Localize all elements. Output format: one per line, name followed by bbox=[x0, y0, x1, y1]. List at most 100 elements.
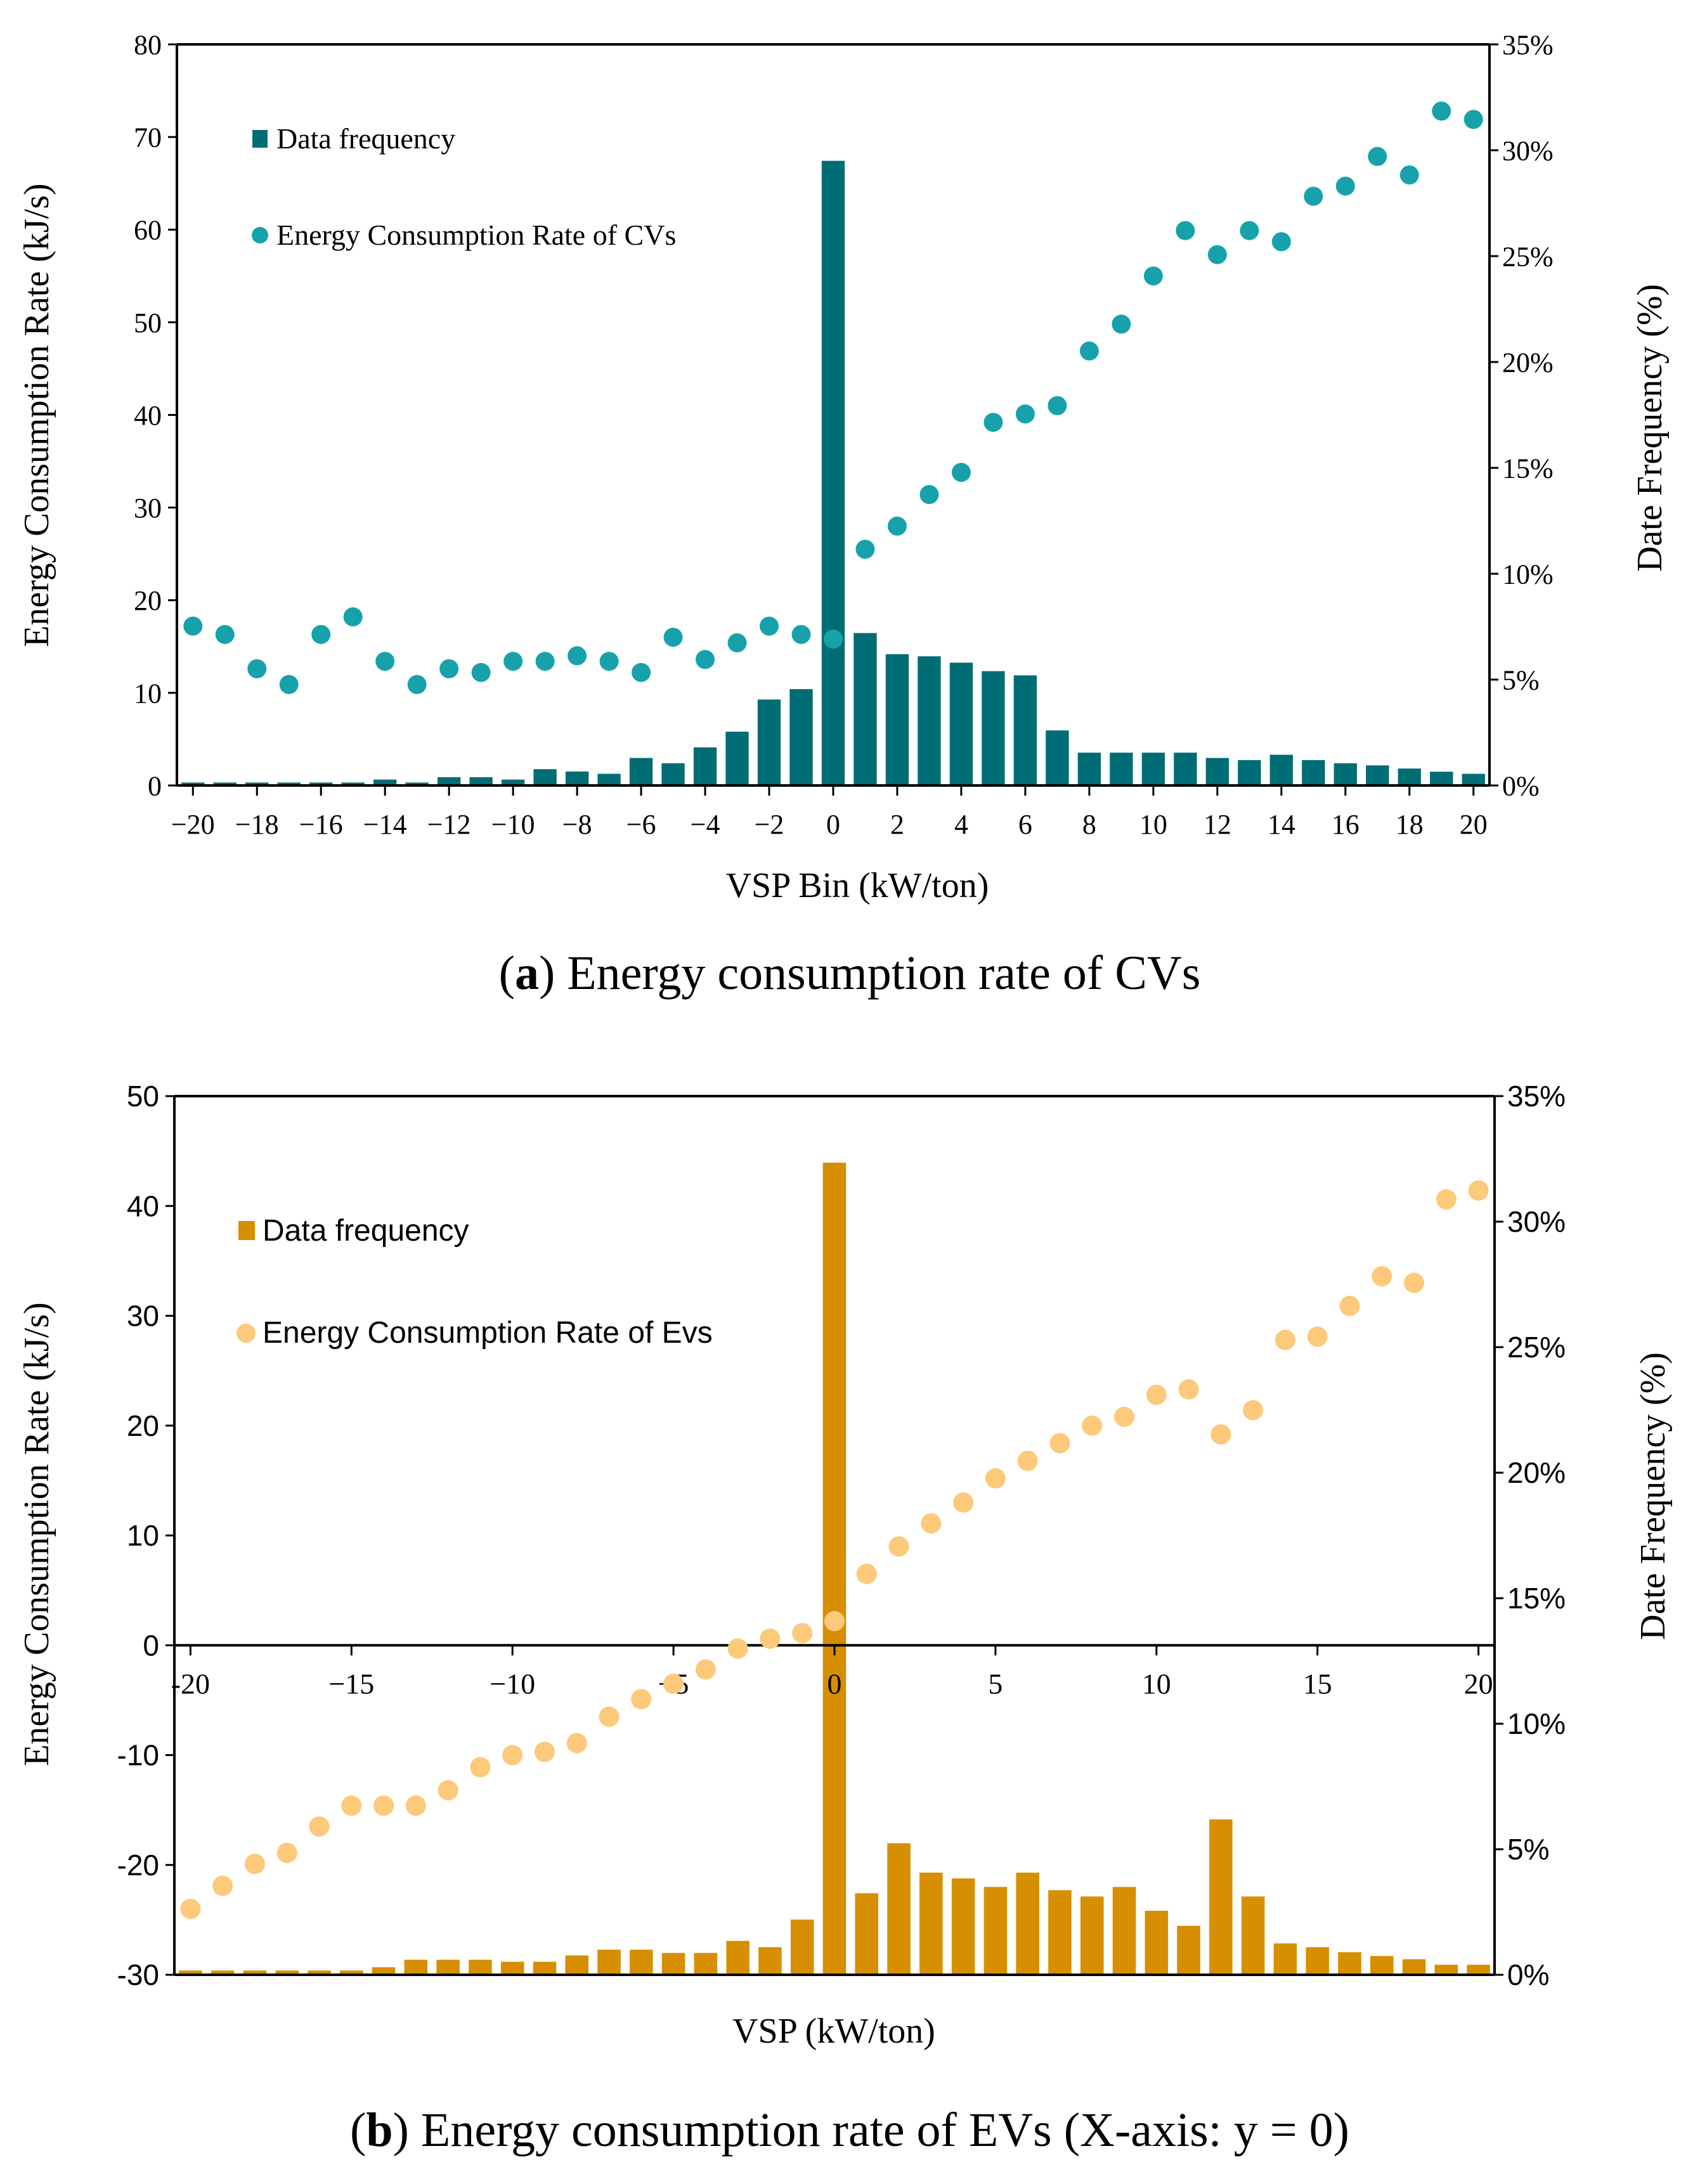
energy-rate-point bbox=[921, 1513, 942, 1534]
left-tick-label: 0 bbox=[143, 1629, 159, 1662]
energy-rate-point bbox=[212, 1875, 233, 1896]
energy-rate-point bbox=[438, 1780, 458, 1800]
chart-b-caption: (b) Energy consumption rate of EVs (X-ax… bbox=[350, 2103, 1349, 2157]
energy-rate-point bbox=[1436, 1189, 1457, 1210]
x-tick-label: −8 bbox=[562, 809, 592, 840]
frequency-bar bbox=[789, 689, 813, 785]
right-tick-label: 25% bbox=[1507, 1331, 1566, 1364]
energy-rate-point bbox=[760, 616, 779, 636]
frequency-bar bbox=[597, 773, 621, 785]
frequency-bar bbox=[501, 779, 525, 785]
x-tick-label: −16 bbox=[299, 809, 343, 840]
x-tick-label: 18 bbox=[1396, 809, 1424, 840]
frequency-bar bbox=[405, 782, 429, 785]
frequency-bar bbox=[245, 782, 269, 785]
frequency-bar bbox=[887, 1843, 911, 1975]
x-tick-label: 5 bbox=[988, 1667, 1002, 1700]
frequency-bar bbox=[1302, 759, 1325, 785]
energy-rate-point bbox=[1240, 221, 1259, 240]
frequency-bar bbox=[1177, 1925, 1200, 1975]
frequency-bar bbox=[1273, 1943, 1297, 1975]
x-tick-label: −6 bbox=[626, 809, 656, 840]
right-tick-label: 10% bbox=[1502, 559, 1554, 590]
energy-rate-point bbox=[1335, 176, 1355, 196]
frequency-bar bbox=[1209, 1819, 1233, 1975]
left-tick-label: 50 bbox=[127, 1080, 159, 1113]
chart-b-x-axis-title: VSP (kW/ton) bbox=[732, 2012, 935, 2051]
frequency-bar bbox=[855, 1893, 879, 1975]
energy-rate-point bbox=[919, 485, 939, 505]
chart-a-x-axis-title: VSP Bin (kW/ton) bbox=[726, 866, 989, 905]
left-tick-label: 10 bbox=[127, 1519, 159, 1552]
chart-a-caption-text: Energy consumption rate of CVs bbox=[555, 947, 1200, 1000]
left-tick-label: 80 bbox=[134, 29, 162, 60]
energy-rate-point bbox=[470, 1757, 491, 1778]
frequency-bar bbox=[1462, 773, 1485, 785]
frequency-bar bbox=[1467, 1965, 1490, 1975]
frequency-bar bbox=[1269, 754, 1294, 785]
energy-rate-point bbox=[1432, 101, 1451, 121]
right-tick-label: 20% bbox=[1507, 1456, 1566, 1489]
frequency-bar bbox=[500, 1961, 524, 1975]
energy-rate-point bbox=[1207, 245, 1227, 264]
frequency-bar bbox=[1402, 1959, 1426, 1975]
energy-rate-point bbox=[792, 1623, 813, 1644]
frequency-bar bbox=[1338, 1952, 1361, 1975]
right-tick-label: 5% bbox=[1507, 1833, 1549, 1866]
frequency-bar bbox=[821, 160, 845, 785]
energy-rate-point bbox=[1049, 1433, 1070, 1454]
frequency-bar bbox=[211, 1970, 235, 1975]
frequency-bar bbox=[1430, 772, 1453, 785]
right-tick-label: 5% bbox=[1502, 664, 1540, 695]
right-tick-label: 0% bbox=[1502, 770, 1540, 801]
energy-rate-point bbox=[244, 1854, 265, 1875]
right-tick-label: 15% bbox=[1502, 453, 1554, 484]
frequency-bar bbox=[1077, 753, 1101, 785]
x-tick-label: 16 bbox=[1332, 809, 1359, 840]
energy-rate-point bbox=[180, 1899, 201, 1920]
energy-rate-point bbox=[887, 516, 907, 536]
energy-rate-point bbox=[405, 1795, 426, 1816]
energy-rate-point bbox=[599, 1706, 620, 1727]
frequency-bar bbox=[436, 1960, 460, 1975]
chart-b-left-axis-title: Energy Consumption Rate (kJ/s) bbox=[17, 1302, 56, 1766]
frequency-bar bbox=[758, 1947, 782, 1975]
energy-rate-point bbox=[341, 1795, 362, 1816]
x-tick-label: 8 bbox=[1082, 809, 1096, 840]
energy-rate-point bbox=[951, 463, 971, 482]
energy-rate-point bbox=[1399, 165, 1419, 185]
x-tick-label: 10 bbox=[1139, 809, 1167, 840]
energy-rate-point bbox=[471, 662, 491, 682]
left-tick-label: 30 bbox=[134, 493, 162, 524]
energy-rate-point bbox=[824, 1611, 845, 1632]
frequency-bar bbox=[1241, 1896, 1265, 1975]
left-tick-label: 40 bbox=[127, 1189, 159, 1222]
chart-b-caption-text: Energy consumption rate of EVs (X-axis: … bbox=[409, 2103, 1349, 2157]
energy-rate-point bbox=[888, 1536, 909, 1557]
energy-rate-point bbox=[727, 633, 747, 652]
frequency-bar bbox=[951, 1878, 975, 1975]
frequency-bar bbox=[1205, 758, 1230, 785]
chart-b-legend-dot-label: Energy Consumption Rate of Evs bbox=[263, 1316, 713, 1350]
chart-a-legend-bar-swatch bbox=[252, 130, 268, 148]
energy-rate-point bbox=[663, 1673, 684, 1694]
right-tick-label: 30% bbox=[1502, 135, 1554, 166]
left-tick-label: -30 bbox=[117, 1958, 159, 1991]
energy-rate-point bbox=[1048, 396, 1067, 415]
energy-rate-point bbox=[856, 1563, 877, 1584]
energy-rate-point bbox=[439, 659, 459, 678]
frequency-bar bbox=[1434, 1965, 1458, 1975]
energy-rate-point bbox=[503, 652, 523, 671]
energy-rate-point bbox=[1243, 1400, 1264, 1421]
energy-rate-point bbox=[568, 646, 587, 666]
frequency-bar bbox=[630, 1949, 653, 1975]
x-tick-label: 20 bbox=[1460, 809, 1488, 840]
energy-rate-point bbox=[1307, 1326, 1328, 1347]
chart-b-right-axis-title: Date Frequency (%) bbox=[1633, 1352, 1673, 1640]
frequency-bar bbox=[373, 779, 397, 785]
frequency-bar bbox=[1333, 763, 1357, 785]
frequency-bar bbox=[949, 662, 973, 785]
frequency-bar bbox=[340, 1970, 363, 1975]
energy-rate-point bbox=[311, 624, 331, 644]
